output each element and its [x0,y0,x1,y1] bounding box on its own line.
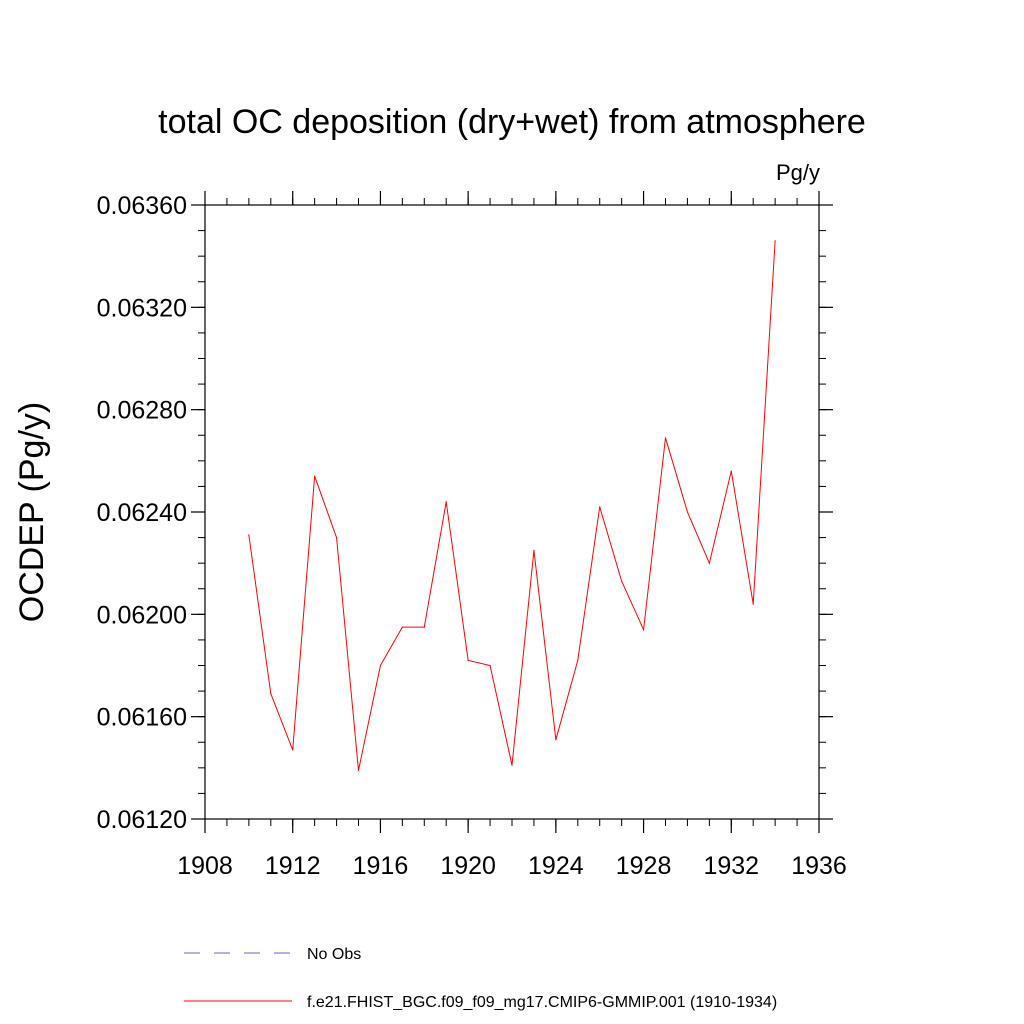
legend-label-model: f.e21.FHIST_BGC.f09_f09_mg17.CMIP6-GMMIP… [307,994,777,1011]
data-point [730,470,732,472]
data-point [686,511,689,513]
y-tick-label: 0.06360 [97,192,187,220]
units-label: Pg/y [776,160,820,185]
chart-title: total OC deposition (dry+wet) from atmos… [158,103,866,141]
plot-frame [204,204,820,820]
data-point [335,536,338,539]
data-point [357,769,360,771]
x-tick-label: 1912 [265,852,321,880]
x-tick-label: 1916 [353,852,409,880]
minor-ticks [198,198,826,826]
data-point [752,603,754,605]
y-tick-label: 0.06200 [97,601,187,629]
legend: No Obs f.e21.FHIST_BGC.f09_f09_mg17.CMIP… [184,946,777,1011]
x-tick-label: 1908 [177,852,233,880]
data-point [555,739,557,741]
data-point [642,629,645,631]
data-point [708,562,710,564]
y-tick-label: 0.06280 [97,397,187,425]
data-point [489,664,491,667]
x-tick-label: 1936 [791,852,847,880]
data-point [467,659,469,661]
y-tick-label: 0.06160 [97,704,187,732]
data-point [379,664,382,667]
x-tick-label: 1928 [616,852,672,880]
series-line-0 [248,240,776,771]
legend-label-no-obs: No Obs [307,946,361,963]
data-point [445,501,447,503]
data-point [599,506,601,508]
data-point [292,749,294,751]
data-point [664,437,667,439]
data-point [270,693,272,695]
data-point [533,549,535,551]
x-tick-label: 1924 [528,852,584,880]
x-tick-label: 1932 [703,852,759,880]
y-tick-label: 0.06120 [97,806,187,834]
data-point [774,240,776,242]
x-tick-label: 1920 [440,852,496,880]
tick-labels: 0.06120 0.06160 0.06200 0.06240 0.06280 0.063… [97,192,847,880]
major-ticks [191,191,833,833]
y-axis-label: OCDEP (Pg/y) [13,402,51,622]
data-point [511,764,513,766]
data-point [401,626,403,628]
data-point [314,475,316,477]
series-group [248,240,776,771]
data-point [423,626,425,628]
data-point [248,534,250,536]
data-point [621,580,623,582]
y-tick-label: 0.06320 [97,294,187,322]
data-point [577,659,579,661]
y-tick-label: 0.06240 [97,499,187,527]
